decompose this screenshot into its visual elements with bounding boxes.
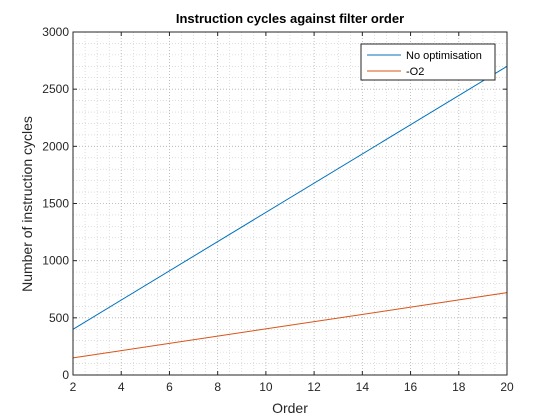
legend-box [360, 43, 496, 81]
major-grid [73, 32, 507, 375]
x-tick-label: 8 [214, 380, 221, 394]
y-tick-label: 3000 [42, 25, 69, 39]
legend[interactable]: No optimisation -O2 [360, 43, 496, 81]
chart-title: Instruction cycles against filter order [176, 11, 404, 26]
x-axis-label: Order [272, 400, 308, 416]
series-line-0 [72, 65, 508, 330]
x-tick-label: 12 [307, 380, 321, 394]
x-tick-label: 6 [166, 380, 173, 394]
x-tick-label: 18 [452, 380, 466, 394]
tick-labels: 2 4 6 8 10 12 14 16 18 20 0 500 1000 1500 2000 2500 3000 [42, 25, 514, 394]
y-tick-label: 1500 [42, 197, 69, 211]
y-tick-label: 2000 [42, 139, 69, 153]
y-axis-label: Number of instruction cycles [19, 116, 35, 292]
y-tick-label: 2500 [42, 82, 69, 96]
ticks-layer [72, 31, 508, 376]
x-tick-label: 4 [118, 380, 125, 394]
series-line-1 [72, 292, 508, 359]
series-layer [72, 65, 508, 359]
legend-label-no-optimisation: No optimisation [406, 50, 482, 62]
x-tick-label: 14 [356, 380, 370, 394]
x-tick-label: 16 [404, 380, 418, 394]
y-tick-label: 0 [62, 368, 69, 382]
x-tick-label: 10 [259, 380, 273, 394]
y-tick-label: 500 [49, 311, 69, 325]
y-tick-label: 1000 [42, 254, 69, 268]
x-tick-label: 2 [70, 380, 77, 394]
legend-label-o2: -O2 [406, 66, 424, 78]
x-tick-label: 20 [500, 380, 514, 394]
